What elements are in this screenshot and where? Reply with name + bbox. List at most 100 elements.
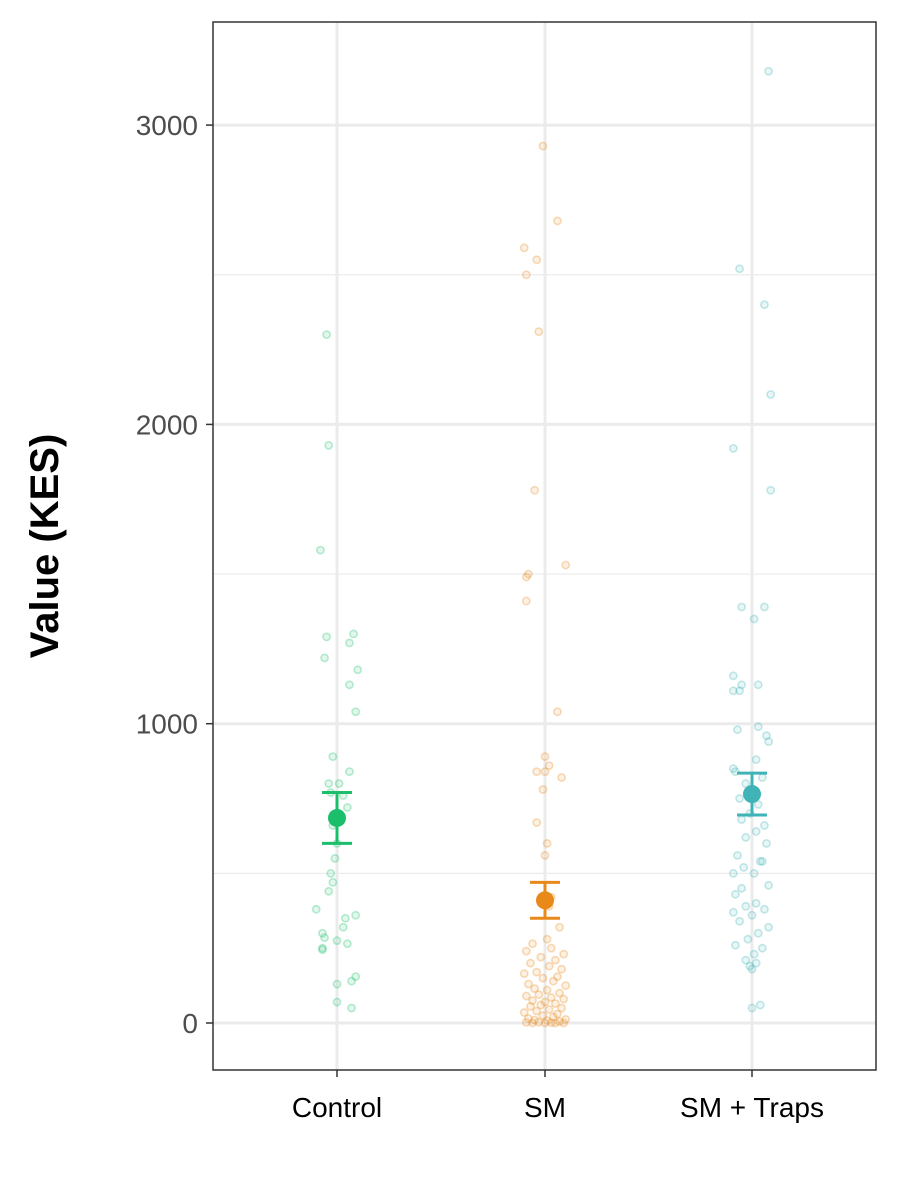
data-point [728, 443, 738, 453]
data-point [526, 958, 535, 968]
data-point [728, 671, 738, 681]
data-point [532, 255, 542, 265]
data-point [753, 800, 763, 809]
data-point [332, 997, 342, 1007]
data-point [524, 979, 533, 989]
data-point [342, 939, 352, 949]
data-point [536, 1000, 546, 1010]
data-point [544, 761, 554, 771]
data-point [318, 943, 327, 953]
data-point [538, 973, 548, 983]
data-point [546, 943, 556, 953]
mean-point [743, 785, 761, 804]
data-point [737, 883, 747, 893]
data-point [342, 803, 352, 812]
data-point [739, 862, 749, 872]
data-point [550, 955, 560, 965]
data-point [347, 1003, 356, 1013]
data-point [749, 949, 759, 959]
data-point [519, 243, 529, 253]
data-point [534, 1017, 544, 1027]
data-point [553, 972, 562, 982]
data-point [559, 949, 569, 959]
x-axis: Control SM SM + Traps [292, 1070, 824, 1123]
x-tick-label: Control [292, 1092, 382, 1123]
data-point [546, 993, 556, 1002]
data-point [340, 913, 350, 923]
data-point [332, 936, 342, 946]
data-point [760, 821, 769, 830]
data-point [553, 216, 562, 226]
data-point [542, 839, 552, 848]
data-point [521, 270, 531, 280]
data-point [550, 999, 560, 1008]
data-point [338, 922, 348, 932]
data-point [345, 680, 354, 690]
data-point [733, 850, 742, 860]
data-point [731, 889, 740, 899]
data-point [728, 868, 738, 878]
data-point [766, 390, 776, 399]
data-point [345, 767, 354, 776]
data-point [553, 1009, 562, 1019]
data-point [546, 1018, 556, 1028]
data-point [544, 961, 554, 971]
data-point [347, 976, 356, 986]
data-point [760, 904, 769, 914]
data-point [530, 485, 540, 495]
data-point [548, 976, 558, 986]
data-point [324, 779, 334, 788]
data-point [534, 327, 544, 337]
data-point [555, 922, 564, 932]
data-point [749, 868, 759, 878]
data-point [757, 943, 767, 953]
data-point [540, 752, 550, 762]
data-point [540, 1018, 550, 1028]
data-point [728, 764, 738, 773]
data-point [559, 994, 569, 1004]
data-point [557, 1003, 566, 1013]
data-point [322, 632, 332, 642]
data-point [550, 1018, 560, 1028]
data-point [751, 755, 761, 765]
data-point [555, 1017, 564, 1026]
data-point [320, 653, 329, 663]
data-point [762, 731, 771, 741]
data-point [553, 707, 562, 717]
data-point [751, 958, 761, 968]
data-point [530, 984, 540, 993]
data-point [540, 997, 550, 1007]
data-point [330, 853, 340, 863]
data-point [559, 1018, 569, 1028]
mean-point [328, 808, 346, 827]
data-point [351, 972, 361, 982]
data-point [542, 985, 552, 995]
data-point [328, 877, 338, 887]
data-point [728, 686, 738, 696]
data-point [532, 767, 542, 776]
data-point [753, 722, 763, 732]
data-point [747, 1003, 757, 1013]
data-point [743, 934, 753, 944]
data-point [532, 967, 542, 977]
data-point [542, 1016, 552, 1026]
data-point [561, 1015, 571, 1024]
data-point [747, 910, 757, 920]
data-point [538, 785, 548, 794]
mean-point [536, 891, 554, 910]
data-point [555, 988, 564, 998]
data-point [561, 981, 571, 990]
data-point [328, 752, 338, 762]
data-point [755, 856, 765, 866]
data-point [324, 440, 334, 450]
data-point [538, 1011, 548, 1020]
data-point [757, 856, 767, 866]
data-point [332, 979, 342, 989]
data-point [351, 707, 361, 717]
y-tick-label: 0 [182, 1008, 198, 1039]
data-point [764, 737, 773, 747]
data-point [315, 545, 325, 555]
data-point [326, 868, 336, 878]
data-point [334, 779, 344, 788]
